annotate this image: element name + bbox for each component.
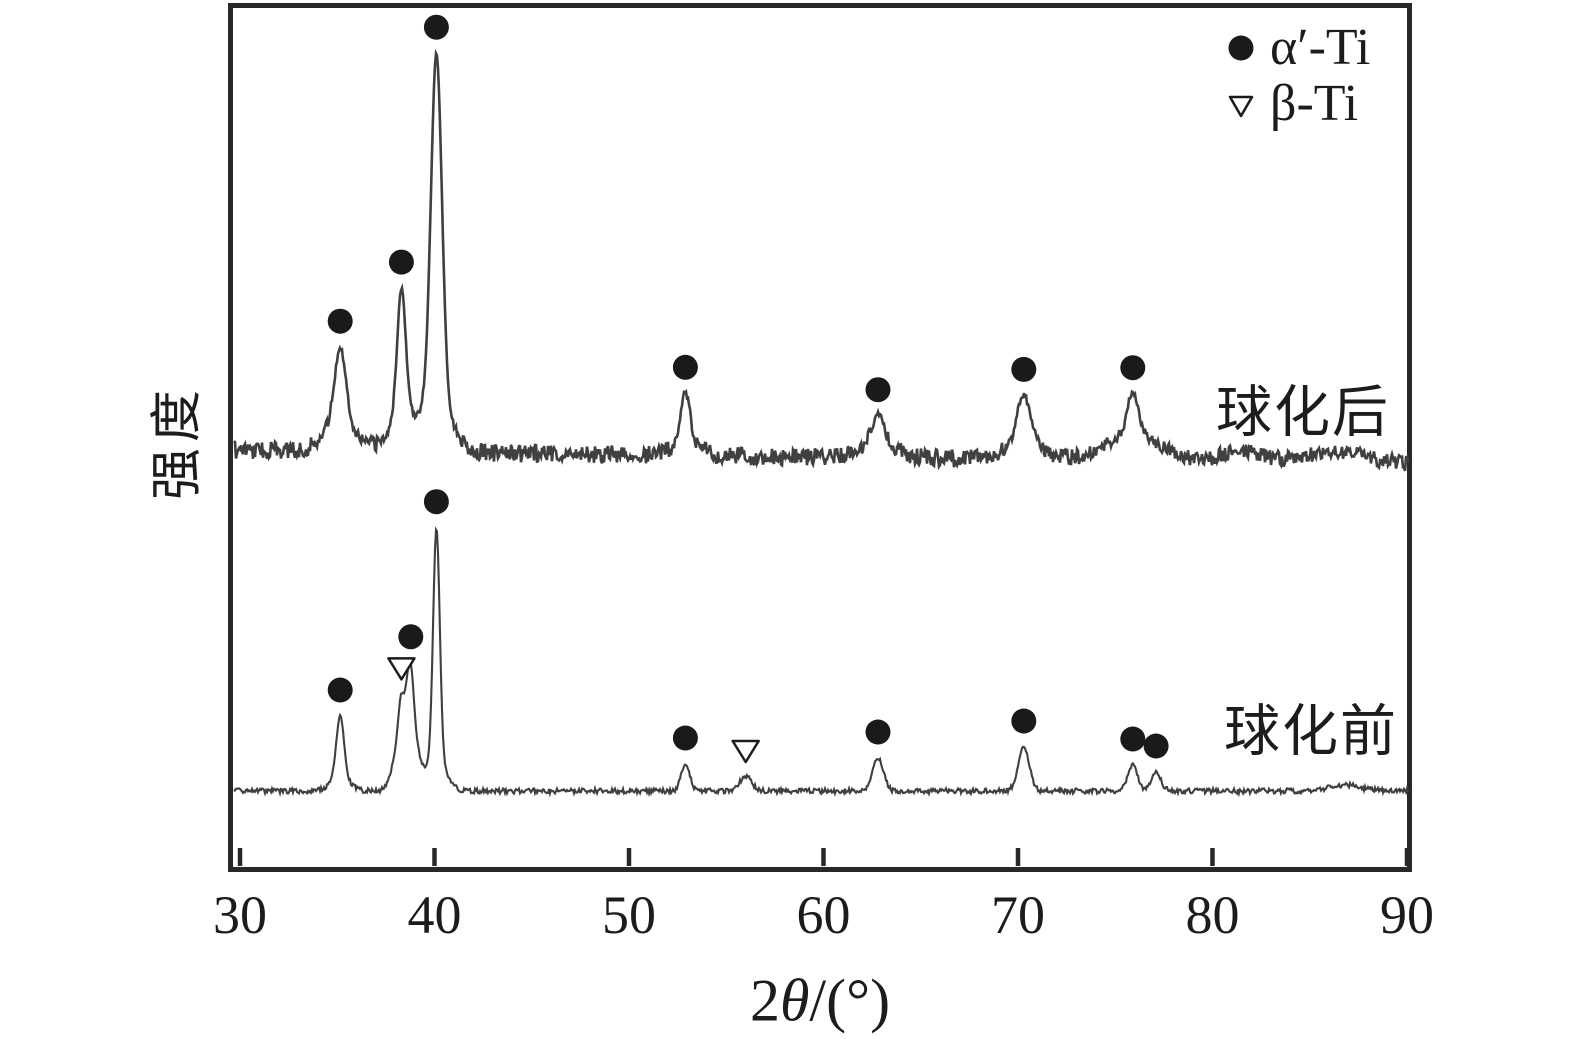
alpha-prime-ti-peak-marker [327,308,353,334]
alpha-prime-ti-peak-marker [1011,708,1037,734]
xrd-trace-after-spheroidization [233,48,1410,472]
alpha-prime-ti-peak-marker [1120,726,1146,752]
x-axis-tick-label: 40 [407,885,462,945]
alpha-prime-ti-peak-marker [388,249,414,275]
alpha-prime-ti-peak-marker [865,719,891,745]
x-axis-tick-label: 80 [1185,885,1240,945]
legend-label-beta-ti: β-Ti [1270,75,1359,132]
y-axis-title: 强度 [149,383,207,501]
alpha-prime-ti-peak-marker [865,377,891,403]
x-axis-tick-label: 30 [213,885,267,945]
x-axis-title: 2θ/(°) [750,967,890,1036]
open-triangle-down-icon [1228,95,1254,118]
filled-circle-icon [1228,35,1254,61]
legend-item-alpha-ti: α′-Ti [1226,22,1370,74]
beta-ti-peak-marker [731,739,760,764]
x-axis-tick-label: 50 [602,885,656,945]
alpha-prime-ti-peak-marker [672,725,698,751]
alpha-prime-ti-peak-marker [398,624,424,650]
x-axis-tick-label: 60 [796,885,851,945]
trace-label-before-spheroidization: 球化前 [1224,701,1398,764]
alpha-prime-ti-peak-marker [672,354,698,380]
x-axis-title-number: 2 [749,967,780,1034]
alpha-prime-ti-peak-marker [423,489,449,515]
alpha-prime-ti-peak-marker [1143,733,1169,759]
beta-ti-peak-marker [387,657,416,681]
trace-label-after-spheroidization: 球化后 [1216,382,1390,445]
alpha-prime-ti-peak-marker [423,14,449,40]
xrd-trace-before-spheroidization [233,526,1410,798]
x-axis-title-units: /(°) [809,967,891,1034]
x-axis-tick-label: 70 [991,885,1045,945]
plot-area-border [228,3,1412,872]
alpha-prime-ti-peak-marker [1120,355,1146,381]
alpha-prime-ti-peak-marker [1011,356,1037,382]
alpha-prime-ti-peak-marker [327,677,353,703]
x-axis-tick-label: 90 [1380,885,1434,945]
theta-symbol: θ [779,967,810,1034]
legend-label-alpha-ti: α′-Ti [1270,19,1371,76]
legend-item-beta-ti: β-Ti [1226,78,1358,130]
